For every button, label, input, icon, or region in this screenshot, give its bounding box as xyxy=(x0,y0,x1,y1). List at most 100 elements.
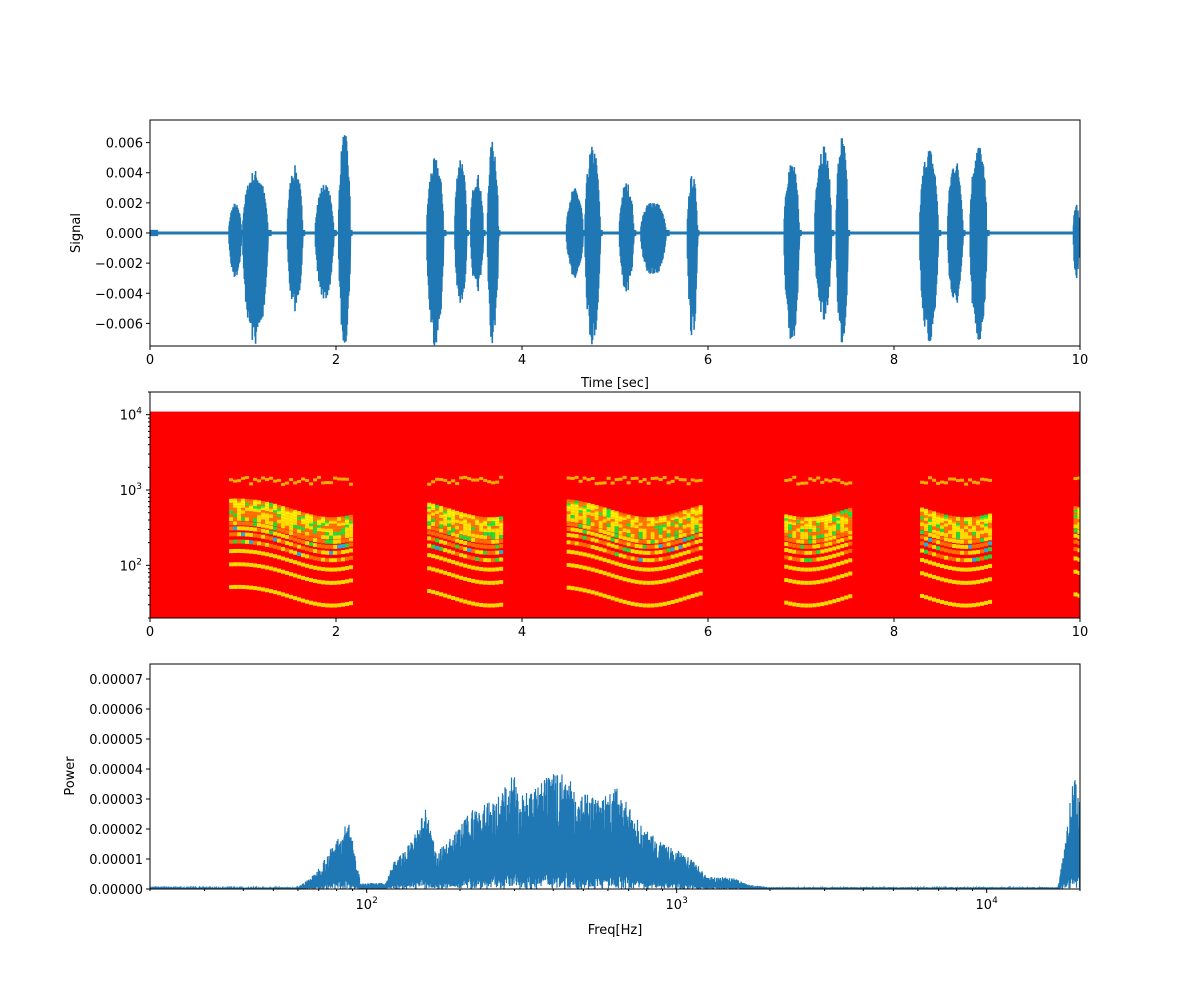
spectrogram-cell xyxy=(964,603,969,608)
spectrogram-cell xyxy=(590,509,595,514)
spectrogram-cell xyxy=(682,537,687,542)
spectrogram-cell xyxy=(788,533,793,538)
spectrogram-cell xyxy=(233,539,238,544)
spectrogram-cell xyxy=(948,579,953,584)
spectrogram-cell xyxy=(796,521,801,526)
spectrogram-cell xyxy=(321,527,326,532)
spectrogram-cell xyxy=(317,538,322,543)
signal-burst-21 xyxy=(1072,204,1080,279)
spectrogram-cell xyxy=(301,514,306,519)
spectrogram-cell xyxy=(341,566,346,571)
spectrogram-cell xyxy=(1077,512,1080,517)
spectrogram-cell xyxy=(666,601,671,606)
spectrogram-cell xyxy=(808,517,813,522)
spectrogram-cell xyxy=(674,576,679,581)
spectrogram-cell xyxy=(618,520,623,525)
spectrogram-cell xyxy=(804,535,809,540)
spectrogram-cell xyxy=(932,516,937,521)
spectrogram-cell xyxy=(948,533,953,538)
signal-ytick-label: −0.004 xyxy=(95,287,143,302)
spectrogram-cell xyxy=(277,527,282,532)
spectrogram-cell xyxy=(269,521,274,526)
spectrogram-cell xyxy=(626,600,631,605)
spectrogram-cell xyxy=(980,556,985,561)
spectrogram-cell xyxy=(610,512,615,517)
spectrogram-cell xyxy=(952,538,957,543)
spectrogram-cell xyxy=(824,555,829,560)
spectrogram-cell xyxy=(277,523,282,528)
spectrogram-cell xyxy=(341,544,346,549)
spectrogram-cell xyxy=(273,590,278,595)
spectrogram-cell xyxy=(337,527,342,532)
spectrogram-cell xyxy=(281,520,286,525)
spectrogram-cell xyxy=(784,519,789,524)
spectrogram-cell xyxy=(832,520,837,525)
spectrogram-cell xyxy=(297,597,302,602)
spectrogram-cell xyxy=(694,570,699,575)
spectrogram-cell xyxy=(427,530,432,535)
spectrogram-cell xyxy=(944,601,949,606)
spectrogram-cell xyxy=(658,530,663,535)
spectrogram-cell xyxy=(792,530,797,535)
spectrogram-cell xyxy=(650,535,655,540)
spectrogram-cell xyxy=(1073,569,1078,574)
spectrogram-cell xyxy=(455,544,460,549)
spectrogram-cell xyxy=(968,535,973,540)
spectrogram-cell xyxy=(443,518,448,523)
spectrogram-cell xyxy=(329,522,334,527)
power-axes: 102 103 1040.000070.000060.000050.000040.0… xyxy=(63,663,1081,938)
spectrogram-cell xyxy=(824,578,829,583)
spectrogram-cell xyxy=(980,579,985,584)
spectrogram-cell xyxy=(646,550,651,555)
spectrogram-cell xyxy=(634,527,639,532)
spectrogram-cell xyxy=(431,544,436,549)
spectrogram-cell xyxy=(788,478,793,482)
spectrogram-cell xyxy=(345,530,350,535)
spectrogram-cell xyxy=(940,564,945,569)
spectrogram-cell xyxy=(690,525,695,530)
spectrogram-cell xyxy=(594,555,599,560)
spectrogram-cell xyxy=(566,540,571,545)
spectrogram-cell xyxy=(984,529,989,534)
spectrogram-cell xyxy=(658,557,663,562)
spectrogram-cell xyxy=(305,531,310,536)
spectrogram-cell xyxy=(658,538,663,543)
spectrogram-cell xyxy=(594,510,599,515)
spectrogram-cell xyxy=(495,524,500,529)
spectrogram-cell xyxy=(952,524,957,529)
spectrogram-cell xyxy=(928,517,933,522)
spectrogram-cell xyxy=(618,517,623,522)
spectrogram-cell xyxy=(463,546,468,551)
spectrogram-cell xyxy=(920,515,925,520)
spectrogram-cell xyxy=(658,527,663,532)
spectrogram-cell xyxy=(297,525,302,530)
spectrogram-cell xyxy=(650,580,655,585)
spectrogram-cell xyxy=(674,514,679,519)
spectrogram-cell xyxy=(317,579,322,584)
spectrogram-cell xyxy=(694,592,699,597)
spectrogram-cell xyxy=(610,524,615,529)
spectrogram-cell xyxy=(293,517,298,522)
spectrogram-cell xyxy=(848,518,853,523)
spectrogram-cell xyxy=(471,515,476,520)
spectrogram-cell xyxy=(297,533,302,538)
spectrogram-cell xyxy=(582,529,587,534)
spectrogram-cell xyxy=(626,564,631,569)
spectrogram-cell xyxy=(479,521,484,526)
spectrogram-cell xyxy=(980,601,985,606)
spectrogram-cell xyxy=(265,512,270,517)
spectrogram-cell xyxy=(305,563,310,568)
spectrogram-cell xyxy=(972,580,977,585)
spectrogram-cell xyxy=(491,519,496,524)
spectrogram-cell xyxy=(788,543,793,548)
spectrogram-cell xyxy=(297,511,302,516)
spectrogram-cell xyxy=(932,525,937,530)
spectrogram-cell xyxy=(285,525,290,530)
spectrogram-cell xyxy=(269,530,274,535)
spectrogram-cell xyxy=(658,579,663,584)
spectrogram-cell xyxy=(642,580,647,585)
spectrogram-cell xyxy=(1077,529,1080,534)
spectrogram-cell xyxy=(646,522,651,527)
spectrogram-cell xyxy=(471,556,476,561)
